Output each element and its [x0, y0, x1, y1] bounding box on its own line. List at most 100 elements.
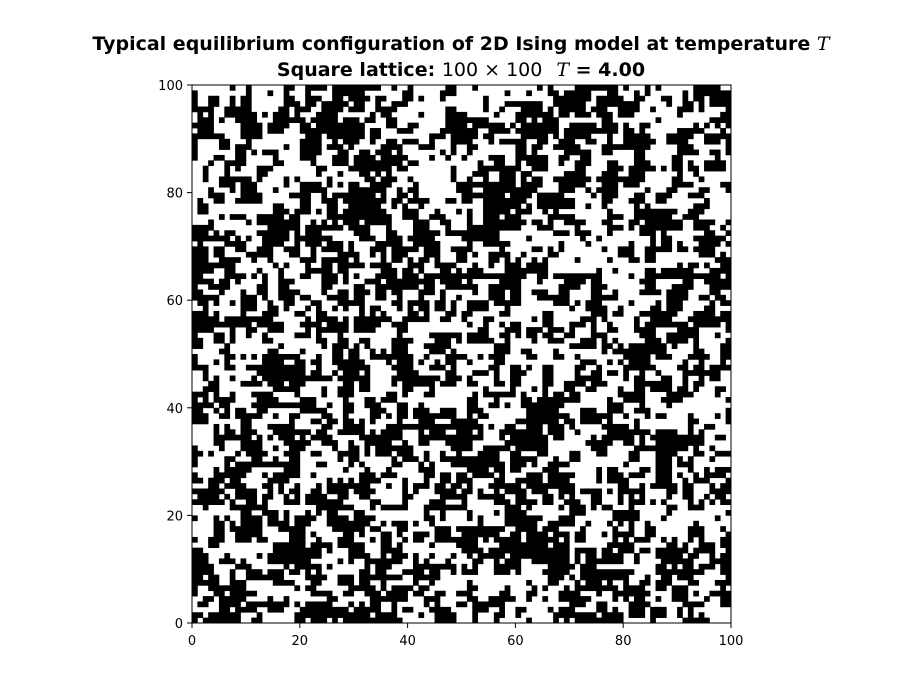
spin-down-cell	[272, 187, 279, 193]
spin-down-cell	[445, 375, 462, 382]
spin-down-cell	[725, 418, 732, 425]
spin-down-cell	[677, 461, 694, 468]
spin-down-cell	[213, 590, 225, 597]
spin-down-cell	[574, 531, 586, 538]
spin-down-cell	[262, 375, 333, 382]
spin-down-cell	[412, 488, 419, 495]
spin-down-cell	[607, 133, 613, 140]
spin-down-cell	[607, 359, 613, 366]
spin-down-cell	[434, 590, 446, 597]
spin-down-cell	[332, 138, 338, 145]
spin-down-cell	[315, 316, 338, 323]
spin-down-cell	[677, 262, 683, 269]
spin-down-cell	[348, 445, 360, 452]
spin-down-cell	[488, 354, 505, 360]
spin-down-cell	[423, 504, 468, 511]
spin-down-cell	[558, 111, 570, 118]
spin-down-cell	[633, 407, 651, 414]
spin-down-cell	[359, 235, 376, 242]
spin-down-cell	[245, 450, 268, 457]
chart-title-line2-size: 100 × 100	[442, 59, 543, 81]
spin-down-cell	[348, 203, 381, 210]
spin-down-cell	[202, 617, 241, 624]
spin-down-cell	[682, 488, 694, 495]
spin-down-cell	[305, 574, 328, 581]
spin-down-cell	[245, 499, 258, 505]
spin-down-cell	[687, 579, 700, 586]
spin-down-cell	[526, 472, 543, 479]
spin-down-cell	[321, 257, 349, 263]
spin-down-cell	[429, 542, 435, 549]
spin-down-cell	[472, 601, 505, 608]
spin-down-cell	[671, 563, 678, 570]
spin-down-cell	[488, 364, 500, 371]
spin-down-cell	[192, 106, 214, 113]
spin-down-cell	[192, 262, 236, 269]
spin-down-cell	[466, 553, 473, 559]
spin-down-cell	[693, 235, 726, 242]
spin-down-cell	[369, 111, 376, 118]
spin-down-cell	[725, 321, 732, 328]
spin-down-cell	[326, 483, 371, 489]
spin-down-cell	[682, 601, 705, 608]
spin-down-cell	[504, 90, 511, 97]
spin-down-cell	[348, 144, 355, 150]
spin-down-cell	[359, 569, 371, 575]
spin-down-cell	[590, 370, 602, 376]
spin-down-cell	[553, 101, 586, 107]
spin-down-cell	[682, 214, 700, 220]
spin-down-cell	[429, 332, 462, 339]
spin-down-cell	[612, 289, 619, 296]
spin-down-cell	[660, 499, 667, 505]
spin-down-cell	[218, 402, 231, 409]
spin-down-cell	[725, 230, 732, 236]
spin-down-cell	[456, 257, 468, 263]
spin-down-cell	[310, 370, 322, 376]
spin-down-cell	[321, 262, 333, 269]
spin-down-cell	[472, 391, 479, 398]
spin-down-cell	[709, 456, 716, 462]
spin-down-cell	[262, 149, 279, 156]
spin-down-cell	[353, 488, 376, 495]
spin-down-cell	[310, 300, 322, 306]
spin-down-cell	[245, 90, 252, 97]
x-tick-label: 20	[292, 634, 309, 649]
spin-down-cell	[315, 536, 322, 543]
spin-down-cell	[445, 230, 500, 236]
spin-down-cell	[671, 160, 683, 167]
spin-down-cell	[698, 241, 721, 247]
spin-down-cell	[224, 364, 236, 371]
spin-down-cell	[520, 348, 532, 355]
spin-down-cell	[386, 423, 484, 430]
spin-down-cell	[655, 477, 673, 484]
spin-down-cell	[192, 558, 209, 565]
spin-down-cell	[208, 111, 214, 118]
spin-down-cell	[294, 106, 311, 113]
spin-down-cell	[332, 305, 338, 312]
spin-down-cell	[235, 149, 247, 156]
spin-down-cell	[218, 413, 231, 419]
spin-down-cell	[192, 154, 198, 161]
spin-down-cell	[305, 510, 311, 516]
spin-down-cell	[687, 429, 694, 436]
spin-down-cell	[590, 380, 608, 387]
spin-down-cell	[585, 305, 608, 312]
spin-down-cell	[477, 413, 489, 419]
spin-down-cell	[493, 111, 500, 118]
spin-down-cell	[580, 413, 613, 419]
spin-down-cell	[687, 499, 694, 505]
spin-down-cell	[628, 359, 651, 366]
spin-down-cell	[596, 187, 619, 193]
spin-down-cell	[590, 284, 608, 290]
spin-down-cell	[321, 289, 328, 296]
spin-down-cell	[267, 515, 279, 522]
spin-down-cell	[483, 316, 495, 323]
spin-down-cell	[633, 536, 651, 543]
spin-down-cell	[337, 300, 365, 306]
spin-down-cell	[563, 133, 592, 140]
spin-down-cell	[294, 563, 322, 570]
spin-down-cell	[192, 289, 204, 296]
spin-down-cell	[472, 617, 479, 624]
spin-down-cell	[607, 230, 613, 236]
spin-down-cell	[262, 359, 284, 366]
